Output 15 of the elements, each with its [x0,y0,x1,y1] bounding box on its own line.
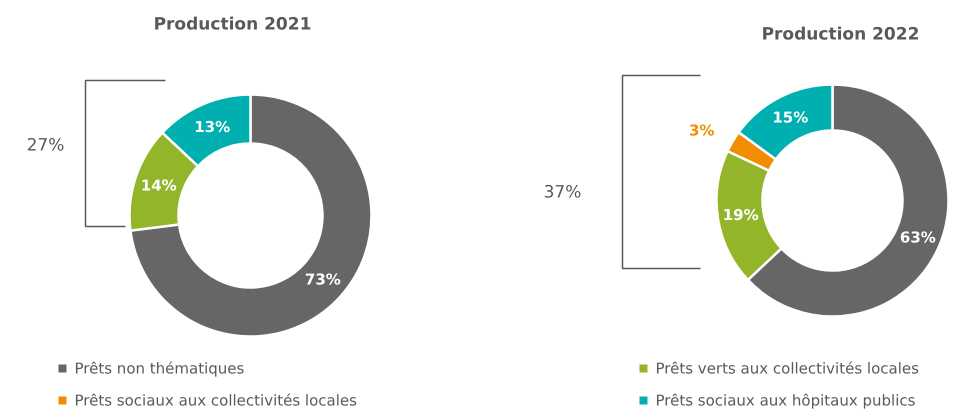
data-label: 14% [140,176,177,195]
legend-label: Prêts non thématiques [74,360,244,378]
legend-label: Prêts verts aux collectivités locales [656,360,920,378]
data-label: 13% [194,118,230,136]
legend-label: Prêts sociaux aux hôpitaux publics [656,392,916,410]
chart-title: Production 2021 [154,14,312,34]
data-label: 3% [688,121,714,140]
data-label: 19% [722,206,759,224]
text: 37% [544,182,582,202]
data-label: 15% [772,108,808,127]
data-label: 73% [304,270,341,288]
data-label: 63% [900,228,936,246]
text: 27% [26,136,64,156]
legend-label: Prêts sociaux aux collectivités locales [74,392,358,410]
chart-title: Production 2022 [762,24,920,44]
